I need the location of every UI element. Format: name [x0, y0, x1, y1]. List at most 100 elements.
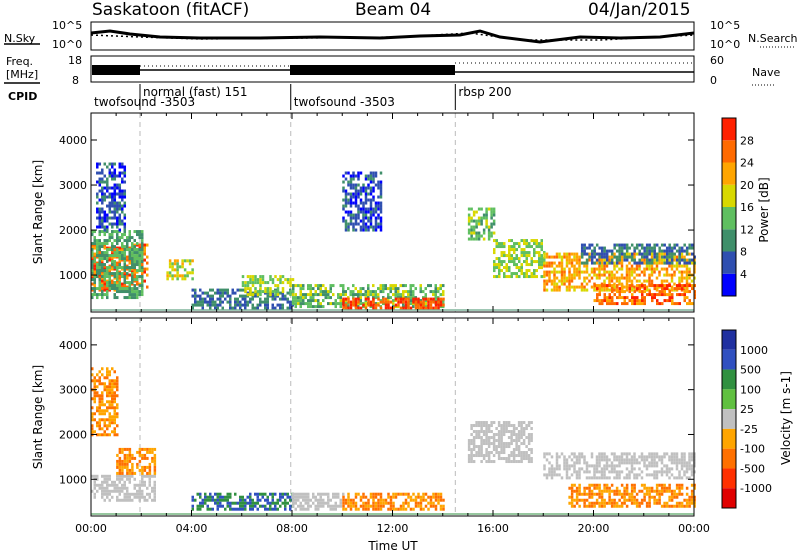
range-cell: [610, 501, 614, 505]
range-cell: [527, 439, 531, 443]
range-cell: [113, 204, 117, 208]
range-cell: [505, 430, 508, 434]
range-cell: [359, 186, 363, 190]
range-cell: [379, 507, 383, 511]
range-cell: [389, 507, 393, 511]
range-cell: [141, 270, 144, 274]
range-cell: [284, 507, 287, 511]
range-cell: [143, 243, 146, 247]
range-cell: [108, 258, 111, 262]
range-cell: [645, 473, 649, 477]
range-cell: [206, 294, 209, 298]
range-cell: [651, 293, 654, 297]
range-cell: [319, 492, 322, 496]
range-cell: [427, 297, 430, 301]
range-cell: [339, 501, 342, 505]
range-cell: [297, 504, 300, 508]
range-cell: [683, 498, 686, 502]
range-cell: [439, 495, 443, 499]
range-cell: [500, 424, 503, 428]
range-cell: [635, 261, 639, 265]
range-cell: [111, 483, 114, 487]
range-cell: [113, 263, 116, 267]
range-cell: [98, 403, 101, 407]
range-cell: [503, 245, 506, 249]
range-cell: [101, 177, 104, 181]
range-cell: [113, 284, 116, 288]
range-cell: [111, 367, 114, 371]
range-cell: [314, 284, 317, 288]
range-cell: [603, 458, 606, 462]
range-cell: [628, 273, 631, 277]
range-cell: [264, 297, 267, 301]
range-cell: [615, 264, 619, 268]
range-cell: [221, 294, 224, 298]
range-cell: [630, 273, 634, 277]
range-cell: [399, 306, 403, 310]
range-cell: [342, 501, 345, 505]
range-cell: [369, 303, 373, 307]
range-cell: [128, 254, 131, 258]
range-cell: [91, 406, 94, 410]
range-cell: [618, 290, 621, 294]
range-cell: [641, 290, 644, 294]
range-cell: [106, 272, 109, 276]
range-cell: [131, 456, 134, 460]
range-cell: [596, 296, 599, 300]
range-cell: [487, 439, 491, 443]
range-cell: [98, 281, 101, 285]
range-cell: [133, 279, 136, 283]
range-cell: [379, 189, 383, 193]
range-cell: [550, 261, 554, 265]
range-cell: [96, 254, 99, 258]
range-cell: [201, 303, 204, 307]
range-cell: [628, 495, 631, 499]
range-cell: [389, 501, 393, 505]
range-cell: [419, 300, 423, 304]
range-cell: [404, 492, 408, 496]
range-cell: [128, 447, 132, 451]
range-cell: [613, 458, 616, 462]
range-cell: [402, 300, 405, 304]
range-cell: [98, 486, 101, 490]
range-cell: [472, 213, 476, 217]
range-cell: [467, 445, 471, 449]
range-cell: [249, 492, 252, 496]
range-cell: [671, 299, 674, 303]
range-cell: [550, 476, 554, 480]
range-cell: [605, 461, 609, 465]
range-cell: [369, 219, 373, 223]
range-cell: [641, 296, 644, 300]
range-cell: [173, 268, 177, 272]
range-cell: [121, 192, 124, 196]
range-cell: [409, 284, 412, 288]
range-cell: [379, 287, 382, 291]
range-cell: [598, 290, 601, 294]
range-cell: [108, 489, 111, 493]
range-cell: [570, 504, 574, 508]
range-cell: [143, 480, 146, 484]
range-cell: [352, 290, 355, 294]
range-cell: [101, 403, 104, 407]
range-cell: [467, 460, 471, 464]
range-cell: [121, 462, 124, 466]
range-cell: [402, 290, 405, 294]
range-cell: [605, 276, 609, 280]
range-cell: [209, 495, 212, 499]
range-cell: [347, 297, 350, 301]
range-cell: [128, 287, 131, 291]
range-cell: [507, 430, 511, 434]
range-cell: [96, 207, 99, 211]
range-cell: [374, 507, 378, 511]
range-cell: [673, 246, 676, 250]
range-cell: [261, 300, 264, 304]
range-cell: [663, 284, 666, 288]
range-cell: [101, 367, 104, 371]
range-cell: [540, 254, 543, 258]
range-cell: [294, 305, 297, 309]
range-cell: [133, 248, 136, 252]
range-cell: [480, 448, 483, 452]
range-cell: [422, 303, 425, 307]
scatter-region: [91, 230, 144, 300]
range-cell: [146, 255, 149, 259]
